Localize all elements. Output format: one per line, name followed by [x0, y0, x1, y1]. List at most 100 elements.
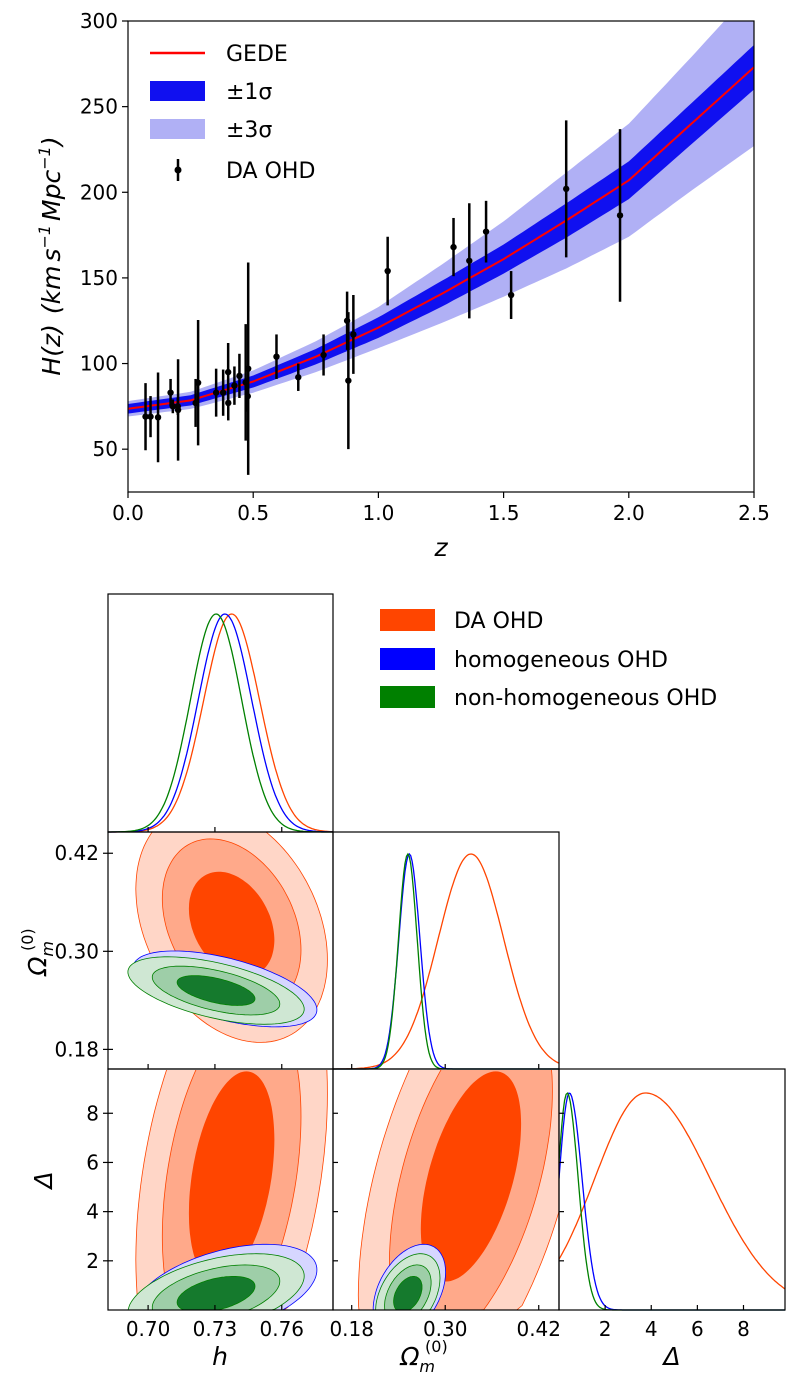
- ohd-marker: [273, 353, 280, 360]
- corner-x-label-h: h: [212, 1342, 228, 1371]
- corner-omega-y-tick-label: 0.42: [54, 841, 99, 865]
- hz-x-tick-label: 2.0: [613, 501, 645, 525]
- corner-x-label-delta: Δ: [661, 1342, 680, 1371]
- legend-ohd-marker: [174, 166, 182, 174]
- contour-delta-omega: [420, 1071, 522, 1282]
- marginal-delta-curve: [558, 1092, 785, 1311]
- marginal-h-curve: [108, 613, 333, 833]
- corner-omega-y-tick-label: 0.18: [54, 1037, 99, 1061]
- legend-1sigma-swatch: [150, 81, 205, 101]
- ohd-marker: [295, 374, 302, 381]
- hz-chart: 0.0 0.5 1.0 1.5 2.0 2.5 50 100 150 200 250 300 z H…: [35, 9, 770, 562]
- corner-delta-x-tick-label: 2: [599, 1317, 612, 1341]
- hz-data-points: [142, 120, 624, 475]
- legend-da-ohd-swatch: [380, 609, 435, 631]
- ohd-point: [507, 271, 515, 320]
- ohd-marker: [345, 377, 352, 384]
- ohd-point: [194, 320, 202, 446]
- ohd-marker: [450, 243, 457, 251]
- hz-y-tick-label: 150: [80, 266, 118, 290]
- contours-delta-vs-omega: [357, 1070, 559, 1310]
- ohd-point: [231, 366, 238, 405]
- legend-ohd-label: DA OHD: [226, 159, 315, 184]
- ohd-marker: [482, 228, 490, 235]
- ohd-point: [167, 378, 174, 407]
- ohd-marker: [384, 267, 391, 275]
- ohd-marker: [147, 413, 154, 420]
- legend-homogeneous-label: homogeneous OHD: [454, 648, 668, 673]
- hz-plot-frame: [127, 20, 755, 493]
- ohd-point: [244, 262, 252, 475]
- contour-delta-h: [188, 1071, 275, 1282]
- ohd-marker: [219, 389, 227, 396]
- hz-y-tick-label: 300: [80, 9, 118, 33]
- ohd-marker: [167, 389, 174, 396]
- hz-y-tick-label: 200: [80, 180, 118, 204]
- corner-delta-y-tick-label: 6: [86, 1150, 99, 1174]
- ohd-marker: [212, 389, 220, 396]
- hz-y-tick-label: 250: [80, 95, 118, 119]
- ohd-marker: [174, 406, 182, 414]
- hz-x-tick-label: 1.0: [362, 501, 394, 525]
- marginal-delta-curve: [558, 1092, 786, 1290]
- corner-omega-tick-label: 0.42: [516, 1317, 561, 1341]
- ohd-point: [320, 334, 327, 376]
- ohd-point: [219, 369, 227, 416]
- ohd-marker: [236, 372, 243, 380]
- sigma3-band: [128, 21, 754, 417]
- ohd-point: [273, 334, 280, 379]
- ohd-marker: [507, 291, 515, 299]
- legend-1sigma-label: ±1σ: [226, 80, 272, 105]
- marginal-omega-curve: [333, 852, 559, 1070]
- ohd-point: [345, 312, 352, 450]
- contours-omega-vs-h: [127, 832, 328, 1043]
- corner-delta-y-tick-label: 8: [86, 1101, 99, 1125]
- hz-y-axis-label: H(z)(kms−1Mpc−1): [35, 136, 66, 375]
- ohd-marker: [320, 351, 327, 359]
- hz-legend: GEDE ±1σ ±3σ DA OHD: [150, 42, 315, 184]
- legend-3sigma-swatch: [150, 119, 205, 139]
- legend-da-ohd-label: DA OHD: [454, 609, 543, 634]
- legend-nonhomogeneous-label: non-homogeneous OHD: [454, 686, 717, 711]
- ohd-point: [174, 359, 182, 461]
- hz-plot-area: [128, 21, 754, 492]
- corner-omega-tick-label: 0.30: [423, 1317, 468, 1341]
- corner-omega-y-tick-label: 0.30: [54, 939, 99, 963]
- ohd-point: [616, 129, 624, 302]
- legend-nonhomogeneous-swatch: [380, 686, 435, 708]
- ohd-point: [482, 200, 490, 263]
- ohd-marker: [169, 403, 177, 410]
- corner-x-label-omega: Ωm(0): [399, 1337, 447, 1376]
- ohd-point: [295, 363, 302, 391]
- ohd-marker: [231, 382, 238, 389]
- corner-y-label-omega: Ωm(0): [18, 928, 57, 976]
- marginal-omega-curve: [333, 853, 560, 1070]
- hz-x-tick-label: 1.5: [488, 501, 520, 525]
- legend-homogeneous-swatch: [380, 648, 435, 670]
- marginal-delta: [558, 1092, 786, 1311]
- ohd-marker: [616, 212, 624, 219]
- ohd-marker: [244, 365, 252, 372]
- hz-y-tick-label: 100: [80, 352, 118, 376]
- corner-contours: [108, 613, 786, 1311]
- ohd-point: [466, 203, 473, 319]
- corner-omega-tick-label: 0.18: [329, 1317, 374, 1341]
- corner-plot: 0.70 0.73 0.76 0.18 0.18 0.30 0.30 0.42 0.42 2 4 6 8…: [18, 593, 786, 1376]
- marginal-h: [108, 613, 333, 833]
- marginal-omega-curve: [333, 852, 559, 1070]
- corner-delta-y-tick-label: 4: [86, 1200, 99, 1224]
- legend-gede-label: GEDE: [226, 42, 288, 67]
- ohd-point: [384, 236, 391, 306]
- corner-delta-x-tick-label: 4: [645, 1317, 658, 1341]
- panel-delta-marginal: [558, 1068, 786, 1311]
- ohd-point: [225, 385, 232, 421]
- ohd-marker: [466, 257, 473, 264]
- legend-3sigma-label: ±3σ: [226, 118, 272, 143]
- marginal-h-curve: [108, 613, 333, 833]
- ohd-marker: [224, 368, 232, 376]
- ohd-point: [350, 295, 357, 374]
- ohd-point: [154, 372, 162, 463]
- contour-omega-h: [176, 975, 256, 1006]
- corner-y-label-delta: Δ: [29, 1171, 58, 1190]
